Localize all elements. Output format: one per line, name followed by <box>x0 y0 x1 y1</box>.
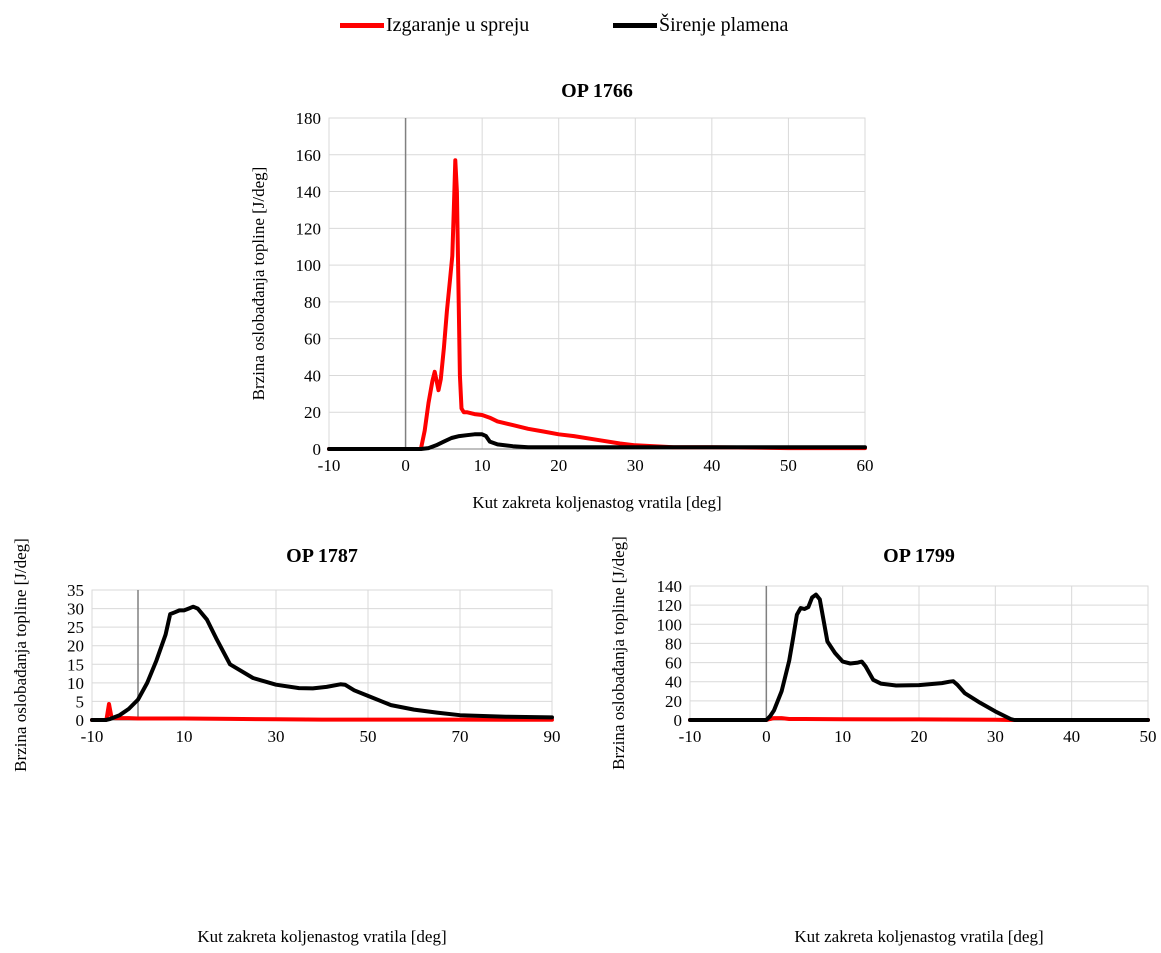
x-tick-label: 70 <box>452 727 469 746</box>
series-line-spray <box>90 702 554 722</box>
x-tick-label: 0 <box>401 456 410 475</box>
plot-frame <box>91 589 553 721</box>
y-axis-label: Brzina oslobađanja topline [J/deg] <box>11 538 30 772</box>
x-tick-label: 90 <box>544 727 561 746</box>
chart-title: OP 1766 <box>561 80 633 102</box>
legend: Izgaranje u spreju Širenje plamena <box>0 14 1161 44</box>
y-tick-label: 0 <box>76 711 85 730</box>
legend-item-spray: Izgaranje u spreju <box>340 14 529 37</box>
legend-label-spray: Izgaranje u spreju <box>386 14 530 36</box>
x-tick-label: 50 <box>360 727 377 746</box>
y-tick-label: 30 <box>67 600 84 619</box>
y-tick-label: 60 <box>665 654 682 673</box>
x-tick-label: 30 <box>268 727 285 746</box>
x-axis-label: Kut zakreta koljenastog vratila [deg] <box>472 493 721 512</box>
y-tick-label: 40 <box>665 673 682 692</box>
x-tick-label: 40 <box>1063 727 1080 746</box>
series-line-flame <box>90 604 554 722</box>
x-tick-label: -10 <box>679 727 702 746</box>
y-tick-label: 35 <box>67 581 84 600</box>
x-tick-label: 50 <box>1140 727 1157 746</box>
series-line-flame <box>327 432 867 451</box>
y-tick-label: 20 <box>67 637 84 656</box>
y-tick-label: 5 <box>76 692 85 711</box>
y-tick-label: 80 <box>665 634 682 653</box>
x-tick-label: -10 <box>81 727 104 746</box>
y-tick-label: 80 <box>304 293 321 312</box>
y-tick-label: 180 <box>296 109 322 128</box>
y-tick-label: 100 <box>657 615 683 634</box>
x-tick-label: 30 <box>987 727 1004 746</box>
y-tick-label: 15 <box>67 655 84 674</box>
y-tick-label: 100 <box>296 256 322 275</box>
chart-title: OP 1787 <box>286 545 358 567</box>
x-tick-label: 20 <box>550 456 567 475</box>
x-axis-label: Kut zakreta koljenastog vratila [deg] <box>197 927 446 946</box>
y-axis-label: Brzina oslobađanja topline [J/deg] <box>609 536 628 770</box>
x-tick-label: 20 <box>911 727 928 746</box>
x-tick-label: 10 <box>474 456 491 475</box>
legend-label-flame: Širenje plamena <box>659 14 789 36</box>
x-tick-label: 10 <box>176 727 193 746</box>
y-tick-label: 20 <box>304 403 321 422</box>
y-tick-label: 0 <box>674 711 683 730</box>
y-tick-label: 140 <box>657 577 683 596</box>
x-axis-label: Kut zakreta koljenastog vratila [deg] <box>794 927 1043 946</box>
x-tick-label: 50 <box>780 456 797 475</box>
y-tick-label: 140 <box>296 183 322 202</box>
y-tick-label: 10 <box>67 674 84 693</box>
y-tick-label: 120 <box>296 219 322 238</box>
y-tick-label: 60 <box>304 330 321 349</box>
y-tick-label: 25 <box>67 618 84 637</box>
plot-frame <box>328 117 866 450</box>
legend-swatch-flame <box>613 23 657 28</box>
legend-swatch-spray <box>340 23 384 28</box>
chart-title: OP 1799 <box>883 545 955 567</box>
x-tick-label: 30 <box>627 456 644 475</box>
y-axis-label: Brzina oslobađanja topline [J/deg] <box>249 167 268 401</box>
y-tick-label: 160 <box>296 146 322 165</box>
x-tick-label: 40 <box>703 456 720 475</box>
series-line-flame <box>688 592 1150 722</box>
y-tick-label: 20 <box>665 692 682 711</box>
legend-item-flame: Širenje plamena <box>613 14 788 37</box>
x-tick-label: 0 <box>762 727 771 746</box>
y-tick-label: 120 <box>657 596 683 615</box>
x-tick-label: -10 <box>318 456 341 475</box>
series-line-spray <box>327 158 867 451</box>
x-tick-label: 10 <box>834 727 851 746</box>
y-tick-label: 40 <box>304 366 321 385</box>
x-tick-label: 60 <box>857 456 874 475</box>
y-tick-label: 0 <box>313 440 322 459</box>
